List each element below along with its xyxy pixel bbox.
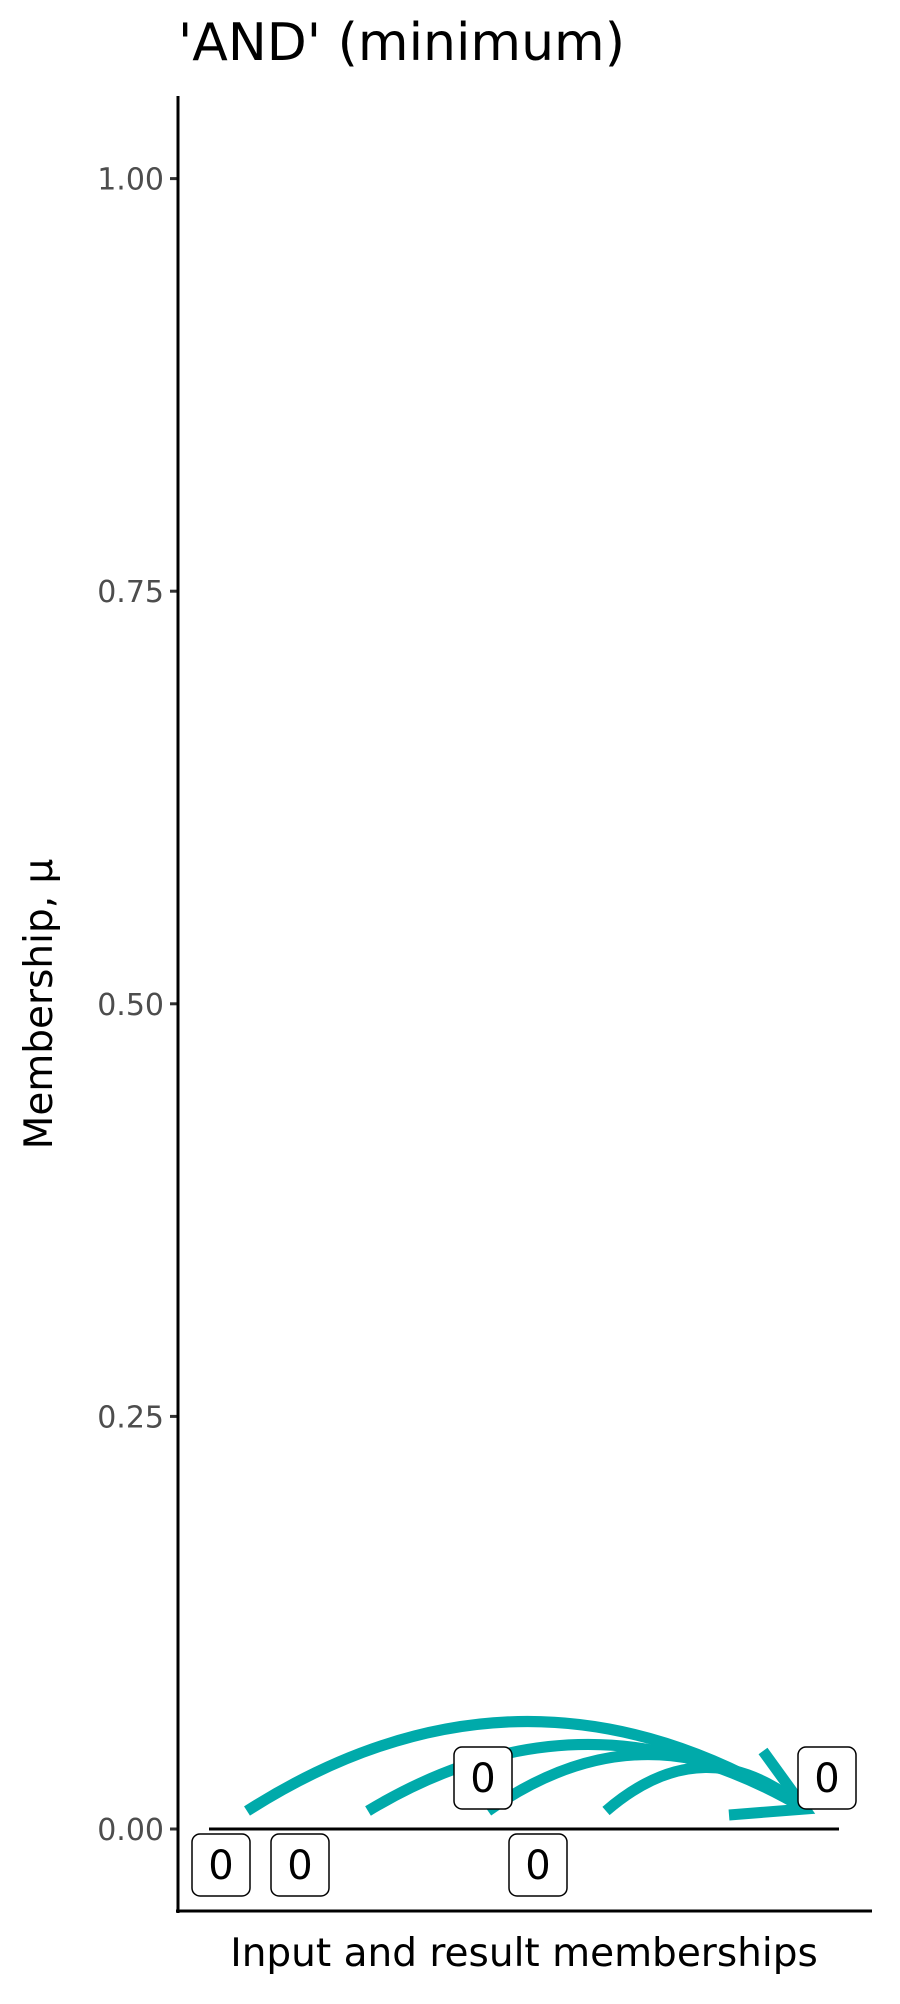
y-tick-label: 1.00: [97, 163, 164, 198]
y-axis-title: Membership, μ: [17, 859, 62, 1150]
chart-title: 'AND' (minimum): [178, 13, 625, 73]
y-tick-label: 0.00: [97, 1813, 164, 1848]
input-label-2-box: [270, 1833, 330, 1897]
input-label-3-box: [508, 1833, 568, 1897]
arrow-input-4: [602, 1762, 809, 1816]
input-label-1: 0: [208, 1843, 233, 1889]
arrows: [244, 1716, 816, 1821]
result-label-box: [797, 1746, 857, 1810]
y-tick-label: 0.50: [97, 988, 164, 1023]
input-label-1-box: [191, 1833, 251, 1897]
x-axis-title: Input and result memberships: [230, 1931, 818, 1976]
y-tick-label: 0.75: [97, 575, 164, 610]
result-label: 0: [814, 1756, 839, 1802]
y-tick-label: 0.25: [97, 1400, 164, 1435]
input-label-4: 0: [470, 1756, 495, 1802]
input-label-2: 0: [287, 1843, 312, 1889]
input-label-3: 0: [525, 1843, 550, 1889]
y-axis-ticks: 0.00 0.25 0.50 0.75 1.00: [97, 163, 178, 1848]
input-label-4-box: [453, 1746, 513, 1810]
value-labels: 0 0 00 0: [191, 1746, 857, 1897]
